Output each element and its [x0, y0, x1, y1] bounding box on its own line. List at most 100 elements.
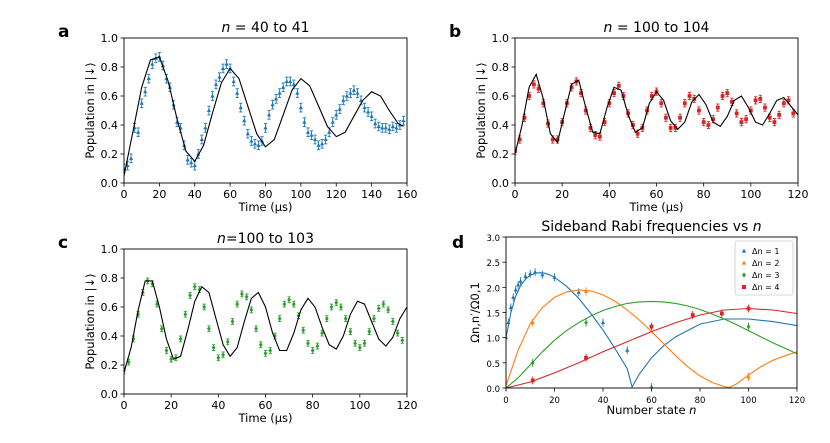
data-point [143, 89, 148, 94]
x-tick-label: 40 [211, 399, 225, 412]
y-tick-label: 0.6 [492, 90, 510, 103]
data-point [536, 86, 541, 91]
data-point [583, 289, 589, 293]
y-axis-label: Population in |↓⟩ [474, 62, 488, 158]
title-text: = 40 to 41 [230, 20, 309, 36]
data-point [240, 291, 244, 297]
data-point [649, 324, 654, 329]
x-tick-label: 120 [326, 188, 347, 201]
data-point [199, 137, 204, 142]
y-tick-label: 2.5 [486, 259, 500, 269]
data-point [334, 300, 339, 306]
data-point [701, 120, 706, 124]
data-point [659, 101, 664, 106]
data-point [741, 260, 747, 265]
x-tick-label: 60 [650, 188, 664, 201]
data-point [277, 90, 282, 95]
x-tick-label: 80 [695, 396, 706, 406]
data-point [786, 98, 791, 103]
data-point [730, 99, 734, 104]
data-point [306, 340, 310, 346]
data-point [242, 118, 247, 123]
data-point [268, 348, 273, 353]
data-point [631, 123, 635, 127]
legend-label: Δn = 2 [752, 259, 779, 268]
title-text: Sideband Rabi frequencies vs [541, 219, 752, 235]
plot-area [506, 268, 797, 388]
data-point [295, 90, 300, 95]
x-tick-label: 60 [646, 396, 657, 406]
data-point [390, 319, 395, 324]
series-curve [506, 300, 797, 388]
y-tick-label: 0.2 [101, 148, 119, 161]
x-axis-label-variable: n [689, 403, 696, 417]
x-tick-label: 80 [306, 399, 320, 412]
data-point [334, 112, 339, 117]
data-point [741, 248, 747, 253]
data-point [506, 335, 509, 340]
data-point [369, 114, 374, 118]
data-point [690, 313, 695, 317]
data-point [189, 160, 194, 165]
data-point [343, 316, 348, 322]
data-point [719, 311, 724, 316]
data-point [598, 134, 602, 139]
panel-a: a 0 20 40 60 80 100 120 140 160 0.0 0.2 0.4 0.6 0.8 1.0… [58, 20, 418, 214]
data-point [244, 294, 249, 300]
data-point [383, 125, 388, 130]
panel-c: c 0 20 40 60 80 100 120 0.0 0.2 0.4 0.6 0.8 1.0 n=100 … [58, 231, 418, 425]
x-tick-label: 60 [223, 188, 237, 201]
data-point [159, 326, 164, 332]
data-point [263, 125, 268, 130]
data-point [621, 94, 626, 98]
data-point [178, 336, 183, 342]
data-point [207, 326, 211, 332]
x-axis-label: Time (μs) [237, 200, 292, 214]
x-tick-label: 0 [121, 399, 128, 412]
data-point [753, 98, 758, 103]
data-point [758, 97, 763, 101]
data-point [302, 119, 307, 124]
data-point [348, 329, 353, 335]
data-point [781, 101, 786, 106]
data-point [767, 115, 772, 120]
chart-title: n = 100 to 104 [604, 20, 710, 36]
data-point [527, 94, 532, 98]
plot-area [124, 277, 407, 375]
y-tick-label: 0.5 [486, 360, 500, 370]
data-point [323, 137, 328, 142]
data-point [583, 108, 588, 113]
x-tick-label: 100 [290, 188, 311, 201]
y-tick-label: 0.0 [486, 385, 500, 395]
axes-frame [514, 37, 799, 184]
legend-label: Δn = 1 [752, 247, 779, 256]
data-point [327, 129, 332, 134]
data-point [202, 304, 207, 310]
data-point [230, 319, 235, 324]
data-point [344, 93, 349, 98]
x-tick-label: 120 [789, 396, 805, 406]
data-point [131, 336, 136, 342]
x-tick-label: 40 [598, 396, 609, 406]
chart-title: n=100 to 103 [217, 231, 314, 247]
data-point [164, 348, 169, 353]
data-point [593, 133, 598, 138]
data-point [231, 79, 236, 84]
y-tick-label: 1.0 [486, 335, 500, 345]
data-point [351, 87, 357, 92]
panel-letter: b [449, 22, 461, 42]
y-tick-label: 1.0 [492, 32, 510, 45]
data-point [381, 301, 386, 307]
data-point [287, 297, 291, 303]
x-tick-label: 100 [349, 399, 370, 412]
data-point [309, 132, 314, 137]
data-point [282, 301, 287, 307]
data-point [763, 105, 767, 110]
x-tick-label: 60 [259, 399, 273, 412]
data-point [284, 79, 289, 84]
y-tick-label: 0.8 [101, 61, 119, 74]
data-point [192, 284, 197, 290]
data-point [513, 287, 518, 292]
data-point [357, 345, 362, 351]
y-axis-label: Population in |↓⟩ [83, 273, 97, 369]
